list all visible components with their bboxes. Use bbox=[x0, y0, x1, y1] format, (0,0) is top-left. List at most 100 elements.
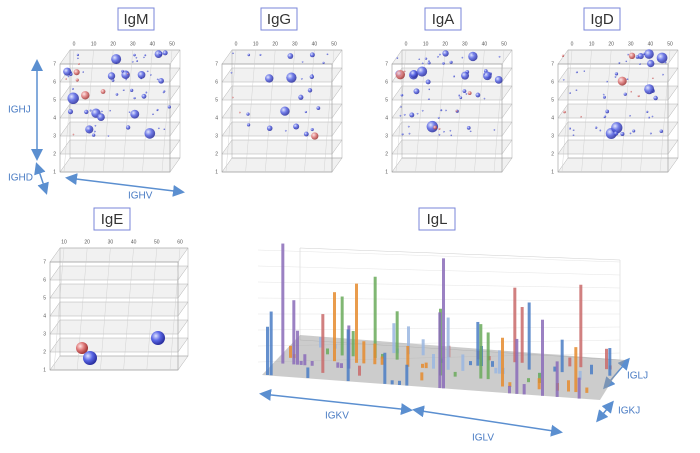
bubble bbox=[461, 56, 464, 59]
arrow bbox=[34, 162, 49, 195]
bubble bbox=[442, 50, 449, 57]
bubble bbox=[562, 78, 565, 81]
panel-title: IgL bbox=[427, 211, 448, 228]
bubble bbox=[157, 127, 160, 130]
title-box bbox=[583, 7, 621, 31]
bubble bbox=[623, 92, 627, 96]
bubble bbox=[572, 129, 575, 131]
z-tick-label: 1 bbox=[385, 169, 388, 175]
bar bbox=[281, 243, 285, 364]
bar bbox=[553, 366, 557, 372]
x-tick-label: 10 bbox=[61, 239, 67, 245]
bubble bbox=[151, 331, 165, 345]
bar bbox=[269, 311, 273, 376]
x-tick-label: 40 bbox=[648, 41, 654, 47]
axis-label: IGHV bbox=[128, 191, 153, 202]
grid-line bbox=[53, 247, 65, 371]
bar bbox=[608, 348, 612, 376]
bar bbox=[355, 283, 358, 363]
plane bbox=[59, 103, 181, 119]
bar bbox=[380, 356, 384, 365]
bar bbox=[578, 370, 582, 380]
bubble bbox=[662, 73, 664, 76]
x-tick-label: 40 bbox=[150, 41, 156, 47]
bubble bbox=[563, 110, 566, 114]
z-tick-label: 1 bbox=[43, 367, 46, 373]
grid-line bbox=[640, 49, 651, 173]
bubble bbox=[125, 78, 127, 81]
bubble bbox=[642, 52, 646, 56]
bar bbox=[501, 337, 504, 387]
bubble bbox=[400, 93, 404, 97]
bar bbox=[383, 352, 387, 384]
x-tick-label: 0 bbox=[73, 41, 76, 47]
bubble bbox=[646, 110, 649, 113]
bubble bbox=[561, 54, 565, 57]
bar bbox=[420, 372, 424, 381]
bubble bbox=[569, 92, 571, 94]
plane bbox=[49, 301, 189, 317]
bubble bbox=[461, 71, 470, 80]
plane bbox=[221, 67, 343, 83]
bubble bbox=[437, 116, 440, 119]
bubble bbox=[409, 69, 418, 78]
bar bbox=[303, 354, 307, 366]
bubble bbox=[144, 128, 156, 139]
bar bbox=[346, 329, 350, 382]
bubble bbox=[428, 60, 430, 62]
bubble bbox=[438, 53, 441, 56]
bar bbox=[461, 354, 465, 371]
bubble bbox=[466, 126, 471, 130]
bubble bbox=[100, 89, 106, 94]
bubble bbox=[75, 78, 79, 82]
z-tick-label: 4 bbox=[215, 115, 218, 121]
bubble bbox=[83, 351, 97, 365]
bubble bbox=[602, 95, 606, 99]
grid-line bbox=[103, 49, 114, 173]
bar bbox=[395, 311, 399, 360]
plane bbox=[59, 121, 181, 137]
bubble bbox=[651, 115, 654, 118]
bubble bbox=[653, 95, 658, 101]
bubble bbox=[133, 53, 136, 57]
axis-label: IGLJ bbox=[627, 371, 648, 382]
bar bbox=[407, 326, 410, 355]
x-tick-label: 50 bbox=[154, 239, 160, 245]
z-tick-label: 2 bbox=[551, 151, 554, 157]
front-face bbox=[391, 63, 503, 173]
bubble bbox=[156, 109, 158, 112]
bubble bbox=[67, 92, 79, 105]
bubble bbox=[316, 106, 321, 110]
bar bbox=[520, 307, 524, 363]
bubble bbox=[583, 70, 586, 72]
bubble bbox=[498, 55, 501, 58]
bubble bbox=[158, 77, 164, 84]
z-tick-label: 7 bbox=[215, 61, 218, 67]
axis-label: IGLV bbox=[472, 433, 494, 444]
z-tick-label: 6 bbox=[53, 79, 56, 85]
bubble bbox=[651, 77, 654, 79]
plane bbox=[49, 319, 189, 335]
bubble bbox=[617, 76, 627, 86]
bubble bbox=[403, 113, 406, 116]
bubble bbox=[440, 109, 443, 112]
bar bbox=[491, 361, 494, 367]
grid-line bbox=[265, 49, 276, 173]
z-tick-label: 3 bbox=[551, 133, 554, 139]
bubble bbox=[629, 132, 632, 135]
bar bbox=[336, 362, 340, 368]
z-tick-label: 5 bbox=[551, 97, 554, 103]
bar bbox=[406, 345, 410, 367]
bubble bbox=[107, 72, 116, 80]
bubble bbox=[462, 89, 467, 93]
bubble bbox=[438, 133, 441, 136]
bubble bbox=[162, 50, 168, 56]
grid-line bbox=[257, 249, 621, 263]
panel-title: IgG bbox=[267, 11, 291, 28]
bubble bbox=[659, 129, 664, 133]
bubble bbox=[629, 114, 631, 117]
grid-line bbox=[395, 49, 407, 173]
bubble bbox=[163, 128, 166, 131]
z-tick-label: 1 bbox=[215, 169, 218, 175]
z-tick-label: 6 bbox=[385, 79, 388, 85]
